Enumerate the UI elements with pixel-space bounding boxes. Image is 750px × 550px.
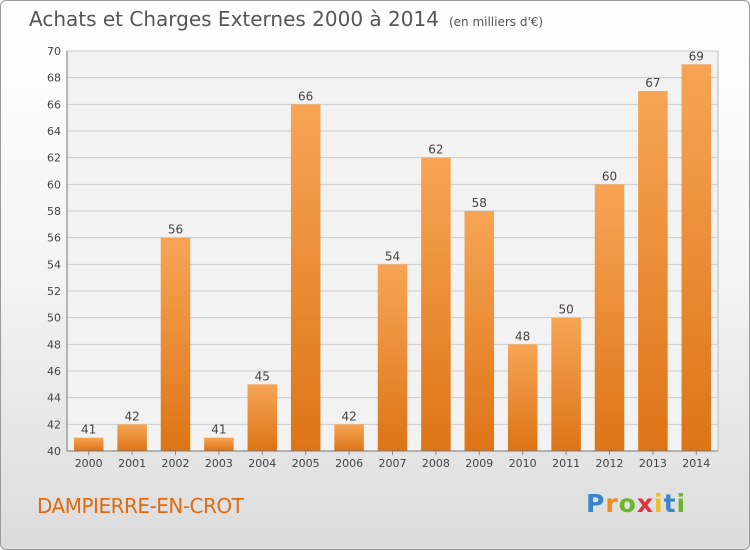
bar — [290, 104, 321, 451]
y-tick-label: 70 — [47, 45, 61, 58]
x-tick-label: 2000 — [75, 457, 103, 470]
y-tick-label: 68 — [47, 72, 61, 85]
bar — [334, 424, 364, 451]
x-tick-label: 2013 — [639, 457, 667, 470]
data-label: 67 — [645, 76, 660, 90]
x-tick-label: 2002 — [162, 457, 190, 470]
x-tick-label: 2010 — [509, 457, 537, 470]
bar — [594, 184, 625, 452]
bar — [247, 384, 278, 451]
y-tick-label: 62 — [47, 152, 61, 165]
logo-letter: P — [586, 489, 606, 518]
data-label: 54 — [385, 249, 400, 263]
bar — [464, 211, 495, 451]
logo-letter: r — [605, 489, 619, 518]
data-label: 42 — [341, 409, 356, 423]
data-label: 60 — [602, 169, 617, 183]
bar — [160, 237, 191, 451]
logo-letter: t — [663, 489, 677, 518]
data-label: 48 — [515, 329, 530, 343]
unit-label: (en milliers d'€) — [448, 15, 544, 29]
x-tick-label: 2006 — [335, 457, 363, 470]
title-text: Achats et Charges Externes 2000 à 2014 — [29, 7, 439, 31]
data-label: 62 — [428, 143, 443, 157]
y-tick-label: 52 — [47, 285, 61, 298]
data-label: 41 — [81, 423, 96, 437]
data-label: 41 — [211, 423, 226, 437]
y-tick-label: 42 — [47, 418, 61, 431]
x-tick-label: 2008 — [422, 457, 450, 470]
x-tick-label: 2005 — [292, 457, 320, 470]
y-tick-label: 60 — [47, 178, 61, 191]
y-tick-label: 48 — [47, 338, 61, 351]
bar — [204, 437, 234, 451]
y-tick-label: 58 — [47, 205, 61, 218]
y-tick-label: 50 — [47, 312, 61, 325]
y-tick-label: 64 — [47, 125, 61, 138]
bar — [73, 437, 104, 451]
x-tick-label: 2014 — [682, 457, 710, 470]
chart-title: Achats et Charges Externes 2000 à 2014 (e… — [29, 7, 543, 31]
y-tick-label: 66 — [47, 98, 61, 111]
bar — [377, 264, 408, 451]
proxiti-logo: Proxiti — [586, 489, 686, 518]
x-tick-label: 2004 — [248, 457, 276, 470]
bar — [421, 157, 451, 451]
y-tick-label: 56 — [47, 232, 61, 245]
bar — [638, 91, 668, 451]
bar — [507, 344, 538, 451]
data-label: 45 — [255, 369, 270, 383]
y-tick-label: 54 — [47, 258, 61, 271]
logo-letter: x — [636, 489, 654, 518]
x-tick-label: 2003 — [205, 457, 233, 470]
logo-letter: i — [676, 489, 687, 518]
data-label: 42 — [124, 409, 139, 423]
x-tick-label: 2012 — [596, 457, 624, 470]
data-label: 69 — [689, 49, 704, 63]
logo-letter: o — [618, 489, 637, 518]
logo-letter: i — [654, 489, 664, 518]
data-label: 58 — [472, 196, 487, 210]
data-label: 56 — [168, 223, 183, 237]
x-tick-label: 2011 — [552, 457, 580, 470]
city-name: DAMPIERRE-EN-CROT — [37, 494, 244, 518]
x-tick-label: 2001 — [118, 457, 146, 470]
y-tick-label: 46 — [47, 365, 61, 378]
data-label: 66 — [298, 89, 313, 103]
bar — [117, 424, 147, 451]
x-tick-label: 2007 — [379, 457, 407, 470]
bar — [551, 317, 581, 451]
y-tick-label: 44 — [47, 392, 61, 405]
y-tick-label: 40 — [47, 445, 61, 458]
bar — [681, 64, 712, 452]
data-label: 50 — [558, 303, 573, 317]
x-tick-label: 2009 — [465, 457, 493, 470]
